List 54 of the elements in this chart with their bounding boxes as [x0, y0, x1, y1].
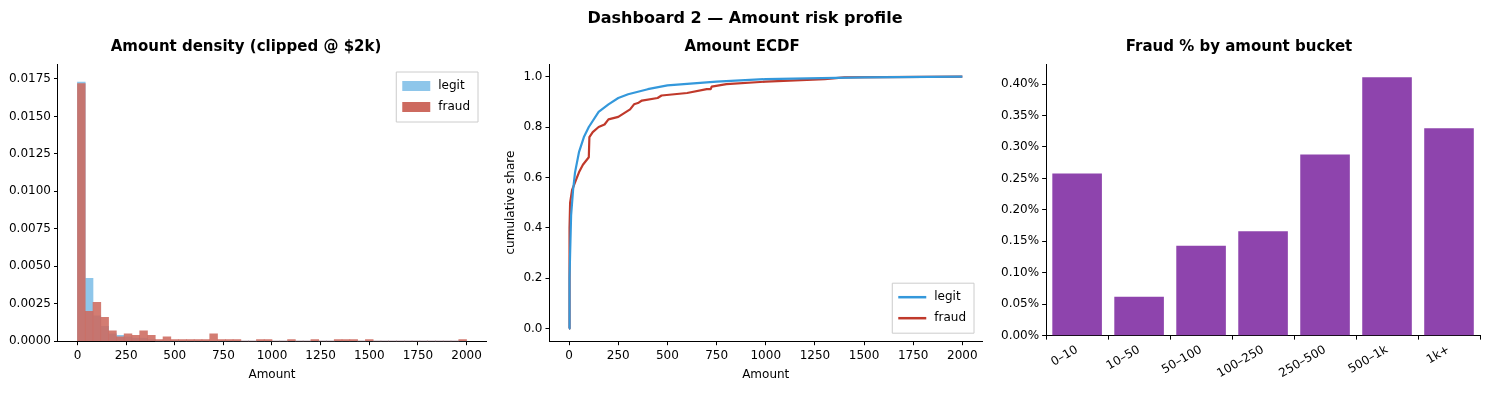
y-axis-title: cumulative share	[503, 150, 518, 255]
y-tick-label: 0.0150	[8, 108, 51, 123]
x-tick-label: 1750	[897, 347, 929, 362]
x-axis-title: Amount	[248, 366, 296, 381]
legend-label: legit	[438, 78, 465, 93]
y-tick-label: 0.0175	[8, 71, 51, 86]
x-tick-label: 1500	[354, 347, 385, 362]
legend-label: legit	[934, 289, 961, 304]
y-tick-label: 0.25%	[1001, 170, 1040, 185]
y-tick-label: 1.0	[523, 68, 543, 83]
x-tick-label: 1750	[402, 347, 434, 362]
y-tick-label: 0.00%	[1001, 327, 1040, 342]
chart-title: Fraud % by amount bucket	[1125, 36, 1353, 55]
x-tick-label: 750	[705, 347, 729, 362]
y-tick-label: 0.40%	[1001, 76, 1040, 91]
x-tick-label: 1000	[256, 347, 288, 362]
x-tick-label: 0	[565, 347, 573, 362]
y-tick-label: 0.4	[523, 219, 543, 234]
chart-title: Amount density (clipped @ $2k)	[110, 36, 382, 55]
x-tick-label: 2000	[947, 347, 978, 362]
x-tick-label: 0	[73, 347, 82, 362]
x-tick-label: 0–10	[1048, 342, 1081, 369]
x-tick-label: 2000	[451, 347, 482, 362]
y-tick-label: 0.0	[523, 320, 543, 335]
y-tick-label: 0.35%	[1001, 107, 1040, 122]
x-tick-label: 1250	[305, 347, 336, 362]
x-tick-label: 750	[211, 347, 235, 362]
y-tick-label: 0.0075	[8, 220, 51, 235]
legend-label: fraud	[438, 99, 470, 114]
x-tick-label: 1000	[750, 347, 782, 362]
chart-title: Amount ECDF	[684, 36, 800, 55]
x-tick-label: 1500	[848, 347, 880, 362]
x-tick-label: 500	[655, 347, 679, 362]
x-axis-title: Amount	[742, 366, 790, 381]
x-tick-label: 500	[163, 347, 187, 362]
y-tick-label: 0.0050	[8, 258, 51, 273]
y-tick-label: 0.05%	[1001, 296, 1040, 311]
x-tick-label: 1250	[799, 347, 831, 362]
y-tick-label: 0.30%	[1001, 139, 1040, 154]
y-tick-label: 0.0100	[8, 183, 51, 198]
y-tick-label: 0.0025	[8, 295, 51, 310]
text: Dashboard 2 — Amount risk profile	[586, 8, 904, 27]
y-tick-label: 0.20%	[1001, 202, 1040, 216]
y-tick-label: 0.0125	[8, 146, 51, 161]
y-tick-label: 0.2	[523, 270, 543, 285]
x-tick-label: 250	[606, 347, 630, 362]
y-tick-label: 0.15%	[1001, 233, 1040, 248]
x-tick-label: 250	[114, 347, 138, 362]
legend-label: fraud	[934, 310, 966, 325]
y-tick-label: 0.0000	[8, 333, 51, 348]
y-tick-label: 0.10%	[1001, 264, 1040, 279]
x-tick-label: 1k+	[1423, 342, 1453, 367]
y-tick-label: 0.6	[523, 169, 543, 184]
y-tick-label: 0.8	[523, 119, 543, 134]
